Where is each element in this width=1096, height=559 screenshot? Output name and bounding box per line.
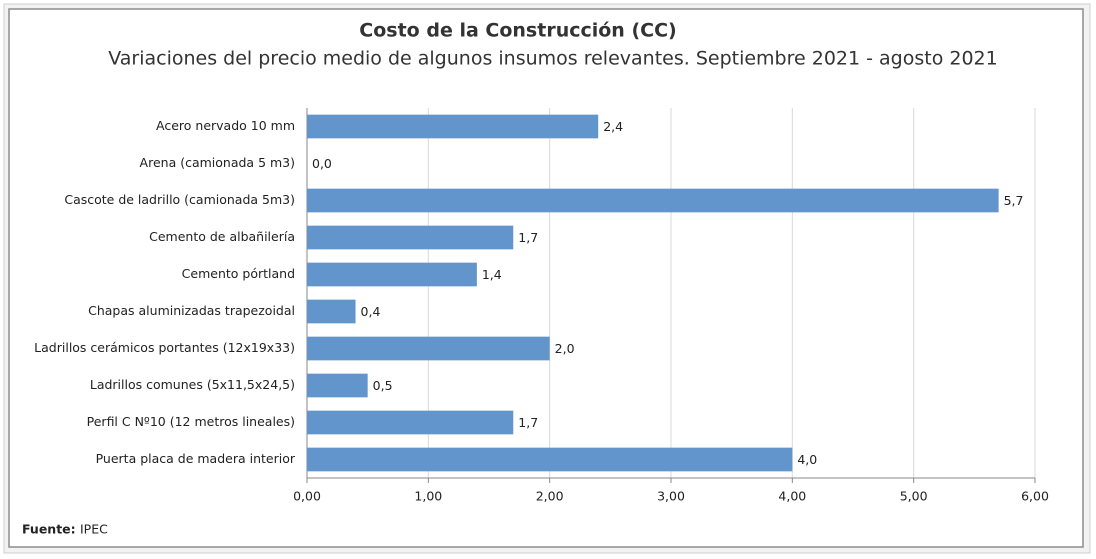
- y-tick-label: Cemento de albañilería: [149, 229, 295, 244]
- x-tick-label: 1,00: [414, 489, 442, 504]
- bar: [307, 299, 356, 324]
- bar: [307, 188, 999, 213]
- x-tick-label: 6,00: [1021, 489, 1049, 504]
- y-tick-label: Ladrillos comunes (5x11,5x24,5): [90, 377, 295, 392]
- y-tick-label: Perfil C Nº10 (12 metros lineales): [87, 414, 295, 429]
- data-label: 0,5: [373, 378, 393, 393]
- bar: [307, 410, 514, 435]
- data-label: 1,7: [518, 415, 538, 430]
- bar: [307, 373, 368, 398]
- y-tick-label: Arena (camionada 5 m3): [140, 155, 295, 170]
- data-label: 5,7: [1004, 193, 1024, 208]
- y-tick-label: Acero nervado 10 mm: [156, 118, 295, 133]
- data-label: 1,4: [482, 267, 502, 282]
- data-label: 2,4: [603, 119, 623, 134]
- y-tick-label: Cascote de ladrillo (camionada 5m3): [64, 192, 295, 207]
- y-tick-label: Puerta placa de madera interior: [96, 451, 296, 466]
- data-label: 0,0: [312, 156, 332, 171]
- bar: [307, 225, 514, 250]
- y-tick-label: Ladrillos cerámicos portantes (12x19x33): [34, 340, 295, 355]
- data-label: 1,7: [518, 230, 538, 245]
- source-label: Fuente:: [22, 522, 76, 537]
- y-tick-label: Chapas aluminizadas trapezoidal: [88, 303, 295, 318]
- x-tick-label: 3,00: [657, 489, 685, 504]
- bar: [307, 447, 793, 472]
- data-label: 4,0: [797, 452, 817, 467]
- data-label: 0,4: [361, 304, 381, 319]
- bar: [307, 336, 550, 361]
- x-tick-label: 4,00: [778, 489, 806, 504]
- x-tick-label: 5,00: [900, 489, 928, 504]
- bar: [307, 114, 599, 139]
- x-tick-label: 2,00: [536, 489, 564, 504]
- x-tick-label: 0,00: [293, 489, 321, 504]
- chart-title: Costo de la Construcción (CC): [359, 20, 676, 42]
- source: IPEC: [80, 522, 108, 537]
- bar: [307, 262, 477, 287]
- chart-subtitle: Variaciones del precio medio de algunos …: [108, 48, 997, 70]
- y-tick-label: Cemento pórtland: [182, 266, 295, 281]
- data-label: 2,0: [555, 341, 575, 356]
